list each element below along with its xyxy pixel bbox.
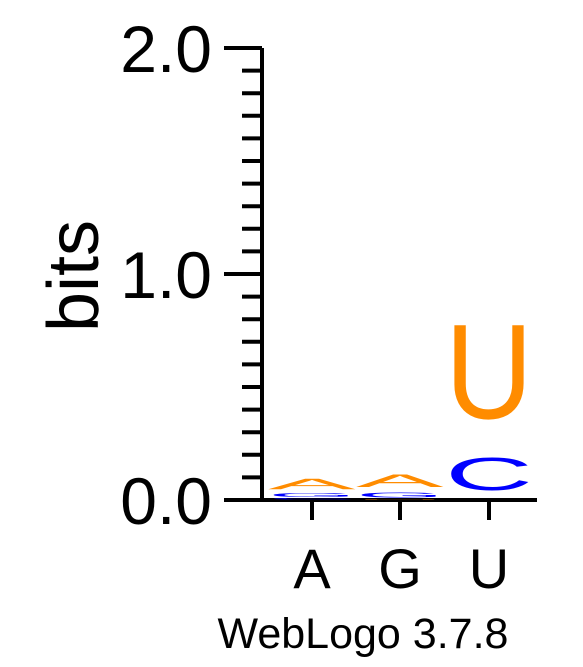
x-tick-label: G (378, 537, 422, 600)
y-tick-label: 0.0 (120, 464, 212, 538)
x-tick-label: U (469, 537, 509, 600)
logo-letter-g: G (268, 493, 356, 499)
logo-letter-u: U (445, 297, 533, 447)
logo-letter-u: U (356, 499, 444, 500)
x-tick-label: A (293, 537, 331, 600)
logo-letter-c: C (445, 448, 533, 500)
y-axis-label: bits (34, 220, 114, 332)
logo-letter-g: G (356, 491, 444, 499)
y-tick-label: 2.0 (120, 12, 212, 86)
axis-labels: bits WebLogo 3.7.8 (34, 220, 508, 658)
footer-credit: WebLogo 3.7.8 (218, 610, 509, 658)
axes: 0.01.02.0A G U (120, 12, 537, 600)
logo-letter-a: A (268, 475, 357, 492)
logo-letter-c: C (268, 498, 356, 500)
logo-letter-a: A (356, 471, 444, 491)
y-tick-label: 1.0 (120, 238, 212, 312)
